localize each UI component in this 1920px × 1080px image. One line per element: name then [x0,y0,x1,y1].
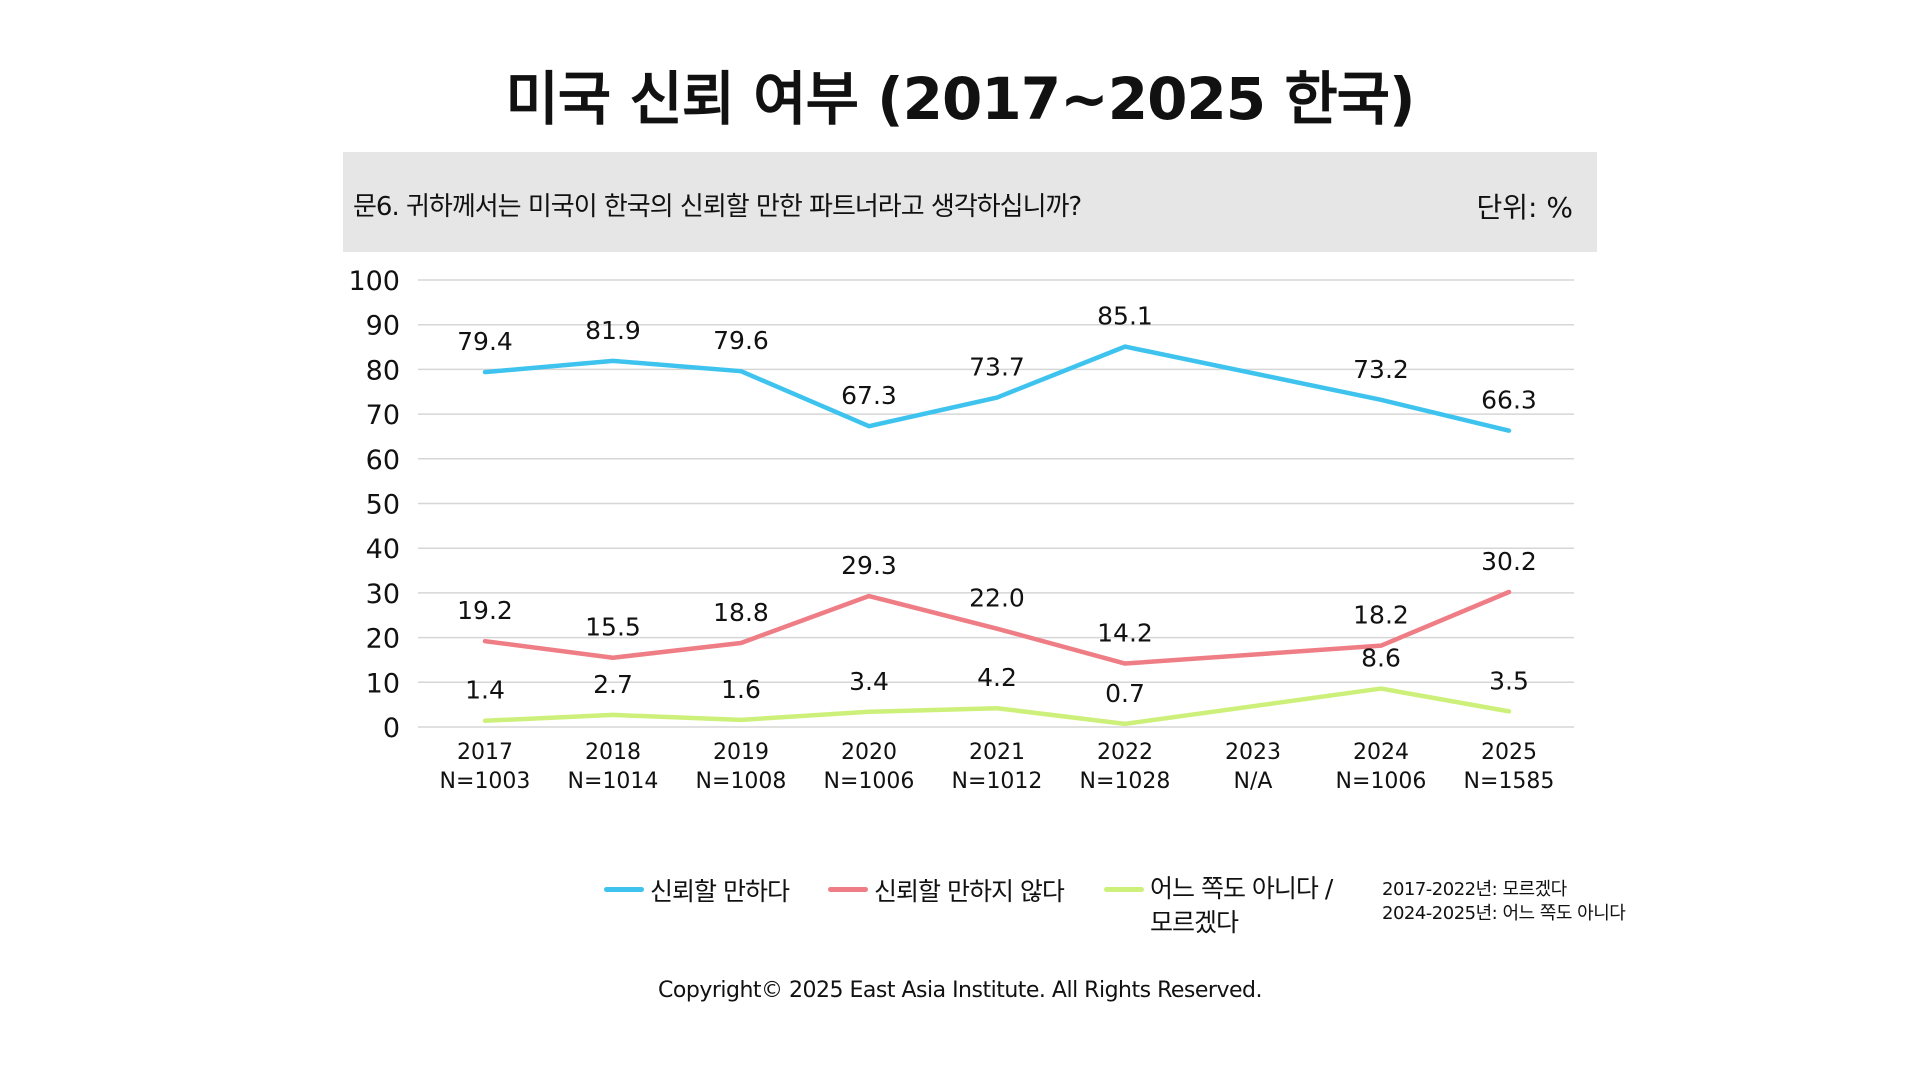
x-tick-label: 2024 [1353,740,1409,765]
data-label: 18.8 [713,598,769,627]
y-tick-label: 70 [366,400,400,431]
x-tick-sample-size: N=1006 [824,769,915,794]
y-tick-label: 90 [366,311,400,342]
data-label: 73.7 [969,353,1025,382]
unit-label: 단위: % [1476,191,1573,224]
legend-swatch-trustworthy [604,887,644,892]
data-label: 66.3 [1481,386,1537,415]
y-tick-label: 30 [366,579,400,610]
data-label: 81.9 [585,316,641,345]
x-tick-label: 2021 [969,740,1025,765]
x-tick-label: 2022 [1097,740,1153,765]
data-label: 3.4 [849,667,889,696]
data-label: 15.5 [585,613,641,642]
legend-label-neither: 어느 쪽도 아니다 / 모르겠다 [1150,872,1333,940]
data-label: 8.6 [1361,644,1401,673]
x-tick-sample-size: N=1028 [1080,769,1171,794]
data-label: 1.4 [465,676,505,705]
y-tick-label: 0 [383,713,400,744]
note-line-1: 2017-2022년: 모르겠다 [1382,879,1567,900]
x-tick-sample-size: N=1012 [952,769,1043,794]
legend-label-neither-line2: 모르겠다 [1150,908,1239,937]
data-label: 0.7 [1105,679,1145,708]
y-tick-label: 50 [366,490,400,521]
x-tick-sample-size: N=1585 [1464,769,1555,794]
data-label: 73.2 [1353,355,1409,384]
legend-item-trustworthy: 신뢰할 만하다 [604,872,790,908]
legend-label-untrustworthy: 신뢰할 만하지 않다 [874,877,1065,906]
data-label: 29.3 [841,551,897,580]
data-label: 79.4 [457,327,513,356]
x-tick-label: 2017 [457,740,513,765]
data-label: 22.0 [969,584,1025,613]
y-tick-label: 100 [348,266,400,297]
y-tick-label: 10 [366,668,400,699]
legend-swatch-neither [1104,887,1144,892]
series-line-0 [482,344,1512,433]
x-tick-sample-size: N=1006 [1336,769,1427,794]
data-label: 67.3 [841,381,897,410]
question-text: 문6. 귀하께서는 미국이 한국의 신뢰할 만한 파트너라고 생각하십니까? [353,192,1082,222]
legend-label-trustworthy: 신뢰할 만하다 [650,877,790,906]
y-tick-label: 80 [366,355,400,386]
series-line-1 [482,589,1512,666]
data-label: 3.5 [1489,666,1529,695]
legend-note: 2017-2022년: 모르겠다 2024-2025년: 어느 쪽도 아니다 [1382,878,1626,926]
x-tick-sample-size: N=1014 [568,769,659,794]
question-bar: 문6. 귀하께서는 미국이 한국의 신뢰할 만한 파트너라고 생각하십니까? 단… [343,152,1597,252]
legend-swatch-untrustworthy [828,887,868,892]
x-tick-sample-size: N=1003 [440,769,531,794]
y-tick-label: 60 [366,445,400,476]
x-tick-label: 2018 [585,740,641,765]
data-label: 14.2 [1097,619,1153,648]
x-tick-sample-size: N/A [1234,769,1273,794]
legend-item-neither: 어느 쪽도 아니다 / 모르겠다 [1104,872,1333,940]
y-tick-label: 40 [366,534,400,565]
x-tick-label: 2025 [1481,740,1537,765]
data-label: 85.1 [1097,302,1153,331]
chart-title: 미국 신뢰 여부 (2017~2025 한국) [505,65,1415,133]
data-label: 4.2 [977,663,1017,692]
legend-item-untrustworthy: 신뢰할 만하지 않다 [828,872,1065,908]
x-tick-label: 2020 [841,740,897,765]
data-label: 79.6 [713,326,769,355]
y-tick-label: 20 [366,624,400,655]
x-tick-label: 2023 [1225,740,1281,765]
data-label: 19.2 [457,596,513,625]
x-tick-label: 2019 [713,740,769,765]
data-label: 2.7 [593,670,633,699]
series-line-2 [482,686,1512,727]
legend-label-neither-line1: 어느 쪽도 아니다 / [1150,874,1333,903]
note-line-2: 2024-2025년: 어느 쪽도 아니다 [1382,903,1626,924]
copyright-text: Copyright© 2025 East Asia Institute. All… [658,978,1262,1003]
x-tick-sample-size: N=1008 [696,769,787,794]
data-label: 30.2 [1481,547,1537,576]
data-label: 18.2 [1353,601,1409,630]
data-label: 1.6 [721,675,761,704]
